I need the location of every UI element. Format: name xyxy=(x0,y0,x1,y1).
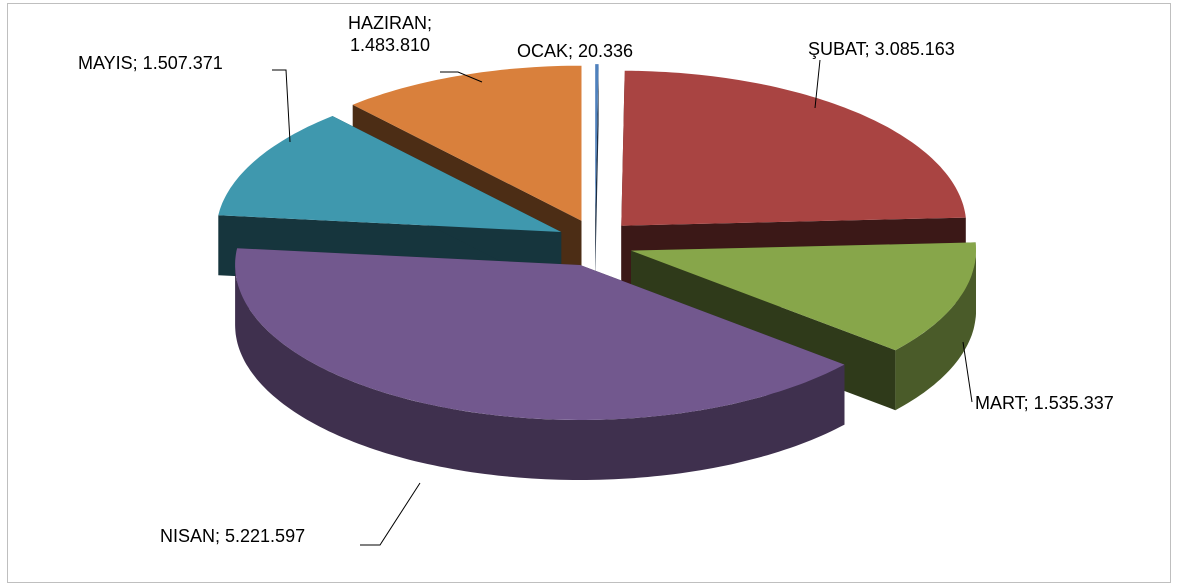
slice xyxy=(218,116,562,232)
slice-side xyxy=(895,250,976,411)
leader-line xyxy=(814,59,821,109)
leader-line xyxy=(272,69,291,143)
slice xyxy=(595,64,599,220)
slice-side xyxy=(595,64,599,280)
slice xyxy=(235,248,845,420)
data-label: MAYIS; 1.507.371 xyxy=(78,53,223,73)
data-label: NISAN; 5.221.597 xyxy=(160,526,306,546)
leader-line xyxy=(962,341,973,403)
leader-line xyxy=(440,71,483,83)
data-label: HAZIRAN; 1.483.810 xyxy=(347,13,432,55)
data-label: MART; 1.535.337 xyxy=(975,393,1114,413)
leader-line xyxy=(360,482,421,546)
slice xyxy=(621,70,966,226)
slice-side xyxy=(235,265,845,480)
data-label: ŞUBAT; 3.085.163 xyxy=(808,39,955,59)
slice xyxy=(352,65,582,221)
data-label: OCAK; 20.336 xyxy=(517,41,634,61)
slice xyxy=(631,242,976,351)
